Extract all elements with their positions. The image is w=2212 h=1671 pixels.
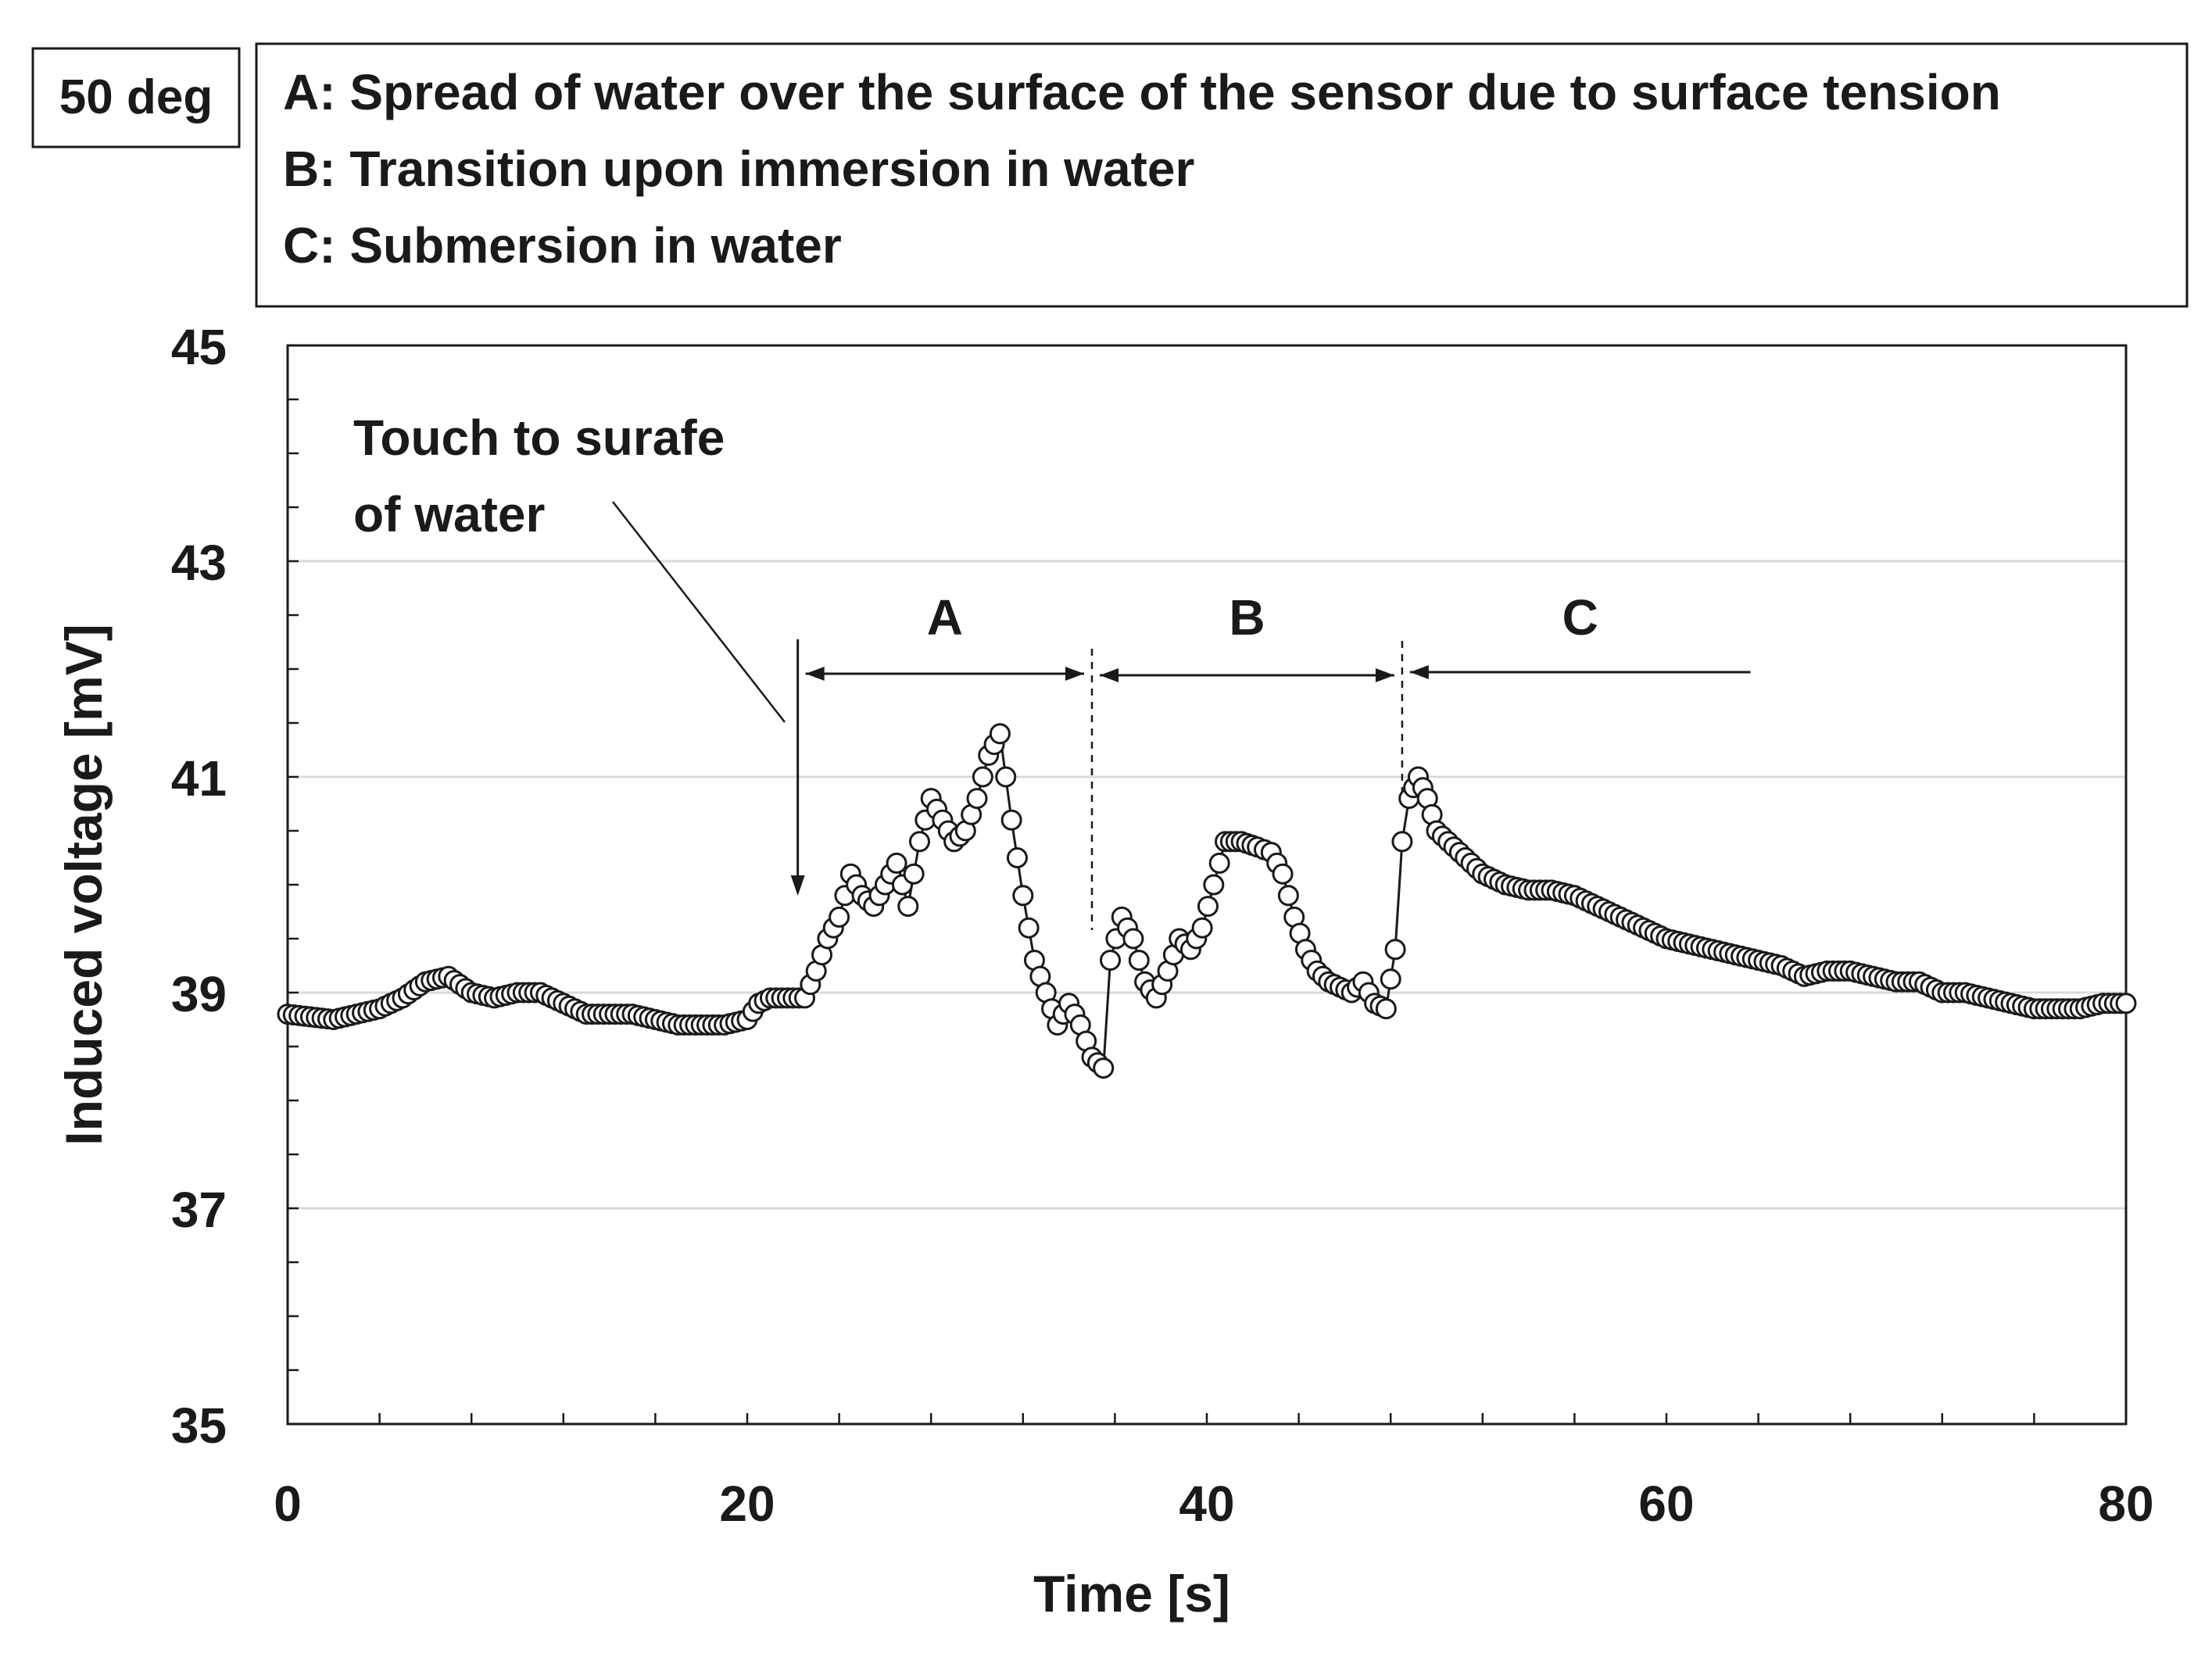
gridlines xyxy=(288,560,2126,1210)
y-tick-label-45: 45 xyxy=(171,319,227,375)
x-axis-label: Time [s] xyxy=(1033,1565,1230,1623)
angle-label: 50 deg xyxy=(59,70,213,124)
region-label-A: A xyxy=(927,589,963,646)
data-point xyxy=(1203,874,1225,896)
x-tick-labels: 0 20 40 60 80 xyxy=(274,1476,2153,1532)
x-tick-label-20: 20 xyxy=(719,1476,775,1532)
data-point xyxy=(1391,831,1413,853)
legend-line-c: C: Submersion in water xyxy=(283,217,842,274)
y-tick-label-35: 35 xyxy=(171,1397,227,1454)
legend-line-b: B: Transition upon immersion in water xyxy=(283,141,1194,197)
touch-annotation-line-2: of water xyxy=(353,486,545,542)
data-point xyxy=(1191,917,1213,939)
region-label-C: C xyxy=(1562,589,1598,646)
data-point xyxy=(1380,968,1401,990)
data-point xyxy=(897,896,919,918)
legend-box xyxy=(255,42,2189,308)
data-point xyxy=(989,723,1011,745)
x-tick-label-40: 40 xyxy=(1179,1476,1234,1532)
annotations: Touch to surafe of water xyxy=(353,410,786,723)
region-arrow-left-head xyxy=(1100,668,1119,682)
y-tick-label-37: 37 xyxy=(171,1182,227,1238)
data-point xyxy=(1012,885,1034,907)
region-arrow-right-head xyxy=(1065,667,1084,681)
minor-ticks xyxy=(286,344,2128,1426)
region-arrow-left-head xyxy=(1409,665,1429,679)
y-tick-label-39: 39 xyxy=(171,966,227,1022)
data-point xyxy=(1128,950,1150,971)
data-point xyxy=(1018,917,1040,939)
series-induced-voltage xyxy=(277,723,2137,1079)
data-point xyxy=(1277,885,1299,907)
data-point xyxy=(1100,950,1122,971)
data-point xyxy=(829,906,850,928)
region-markers: A B C xyxy=(790,589,1751,930)
data-point xyxy=(1000,809,1022,831)
data-point xyxy=(995,766,1017,788)
data-point xyxy=(1006,847,1028,868)
x-tick-label-0: 0 xyxy=(274,1476,302,1532)
data-point xyxy=(1375,998,1397,1020)
region-label-B: B xyxy=(1229,589,1265,646)
data-point xyxy=(2115,993,2137,1014)
data-point xyxy=(1272,863,1294,885)
touch-leader-line xyxy=(612,501,786,723)
y-axis-label: Induced voltage [mV] xyxy=(55,624,113,1145)
data-point xyxy=(1093,1057,1115,1079)
y-tick-labels: 35 37 39 41 43 45 xyxy=(171,319,227,1454)
data-point xyxy=(966,788,988,810)
data-point xyxy=(1197,896,1219,918)
data-point xyxy=(909,831,930,853)
data-point xyxy=(1122,928,1144,950)
y-tick-label-41: 41 xyxy=(171,750,227,807)
x-tick-label-80: 80 xyxy=(2098,1476,2153,1532)
touch-arrow-head xyxy=(790,875,805,896)
region-arrow-left-head xyxy=(805,667,825,681)
data-point xyxy=(1208,852,1230,874)
data-point xyxy=(1384,939,1406,961)
y-tick-label-43: 43 xyxy=(171,535,227,591)
data-point xyxy=(903,863,925,885)
region-arrow-right-head xyxy=(1375,668,1394,682)
touch-annotation-line-1: Touch to surafe xyxy=(353,410,725,466)
data-point xyxy=(972,766,993,788)
x-tick-label-60: 60 xyxy=(1638,1476,1694,1532)
data-point xyxy=(886,852,907,874)
angle-box xyxy=(31,47,241,148)
legend-line-a: A: Spread of water over the surface of t… xyxy=(283,64,2001,120)
